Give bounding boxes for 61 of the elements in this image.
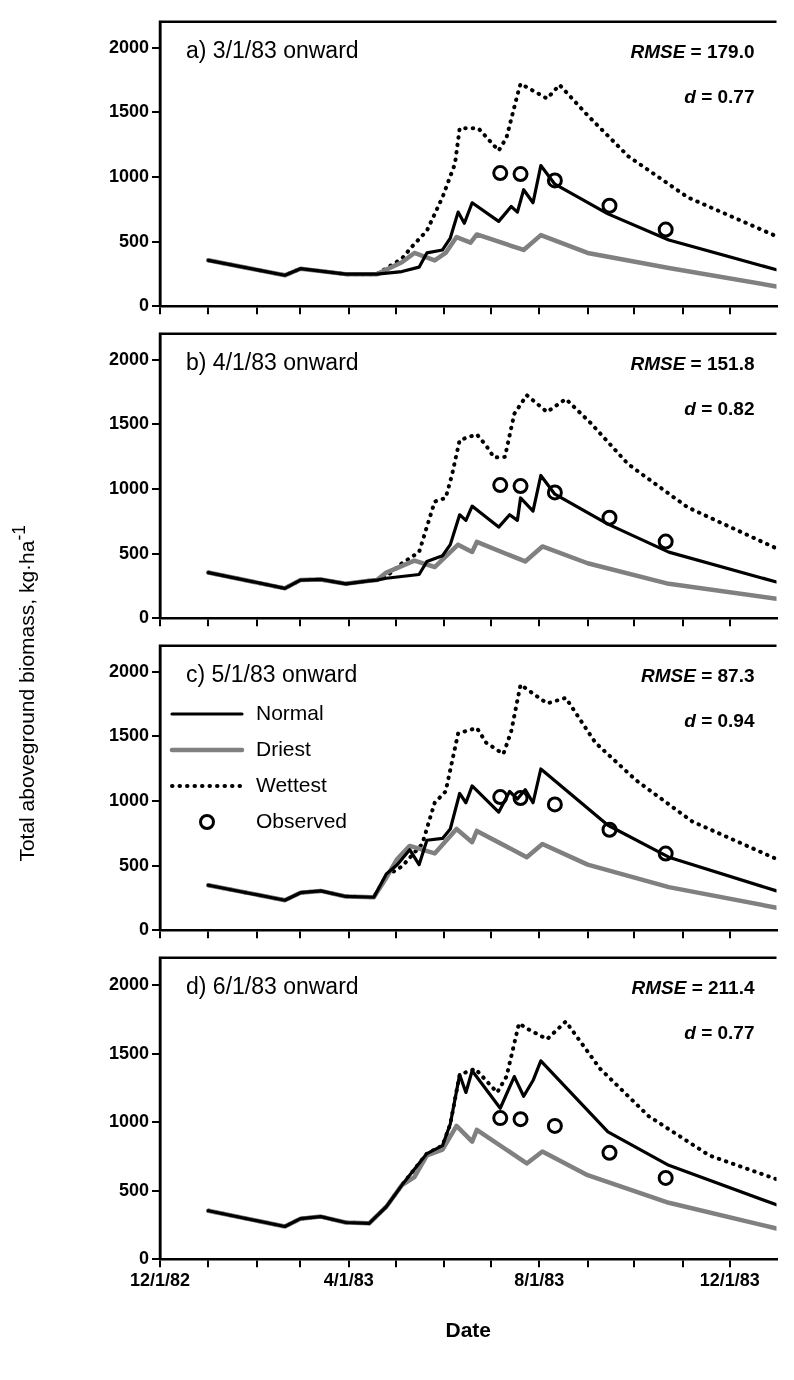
text: a) 3/1/83 onward	[186, 36, 359, 63]
point	[512, 790, 529, 807]
point	[512, 166, 529, 183]
annotation: d = 0.82	[684, 397, 755, 419]
y-tick-label: 1000	[108, 165, 149, 186]
legend-label: Normal	[256, 700, 324, 724]
point	[546, 1117, 563, 1134]
point	[601, 821, 618, 838]
text: b) 4/1/83 onward	[186, 348, 359, 375]
y-tick-label: 500	[118, 230, 149, 251]
text: d) 6/1/83 onward	[186, 972, 359, 999]
y-tick-label: 2000	[108, 660, 149, 681]
y-tick-label: 0	[138, 295, 149, 316]
annotation: d = 0.77	[684, 85, 755, 107]
y-tick-label: 500	[118, 1179, 149, 1200]
y-tick-label: 1500	[108, 725, 149, 746]
x-tick-label: 12/1/83	[699, 1269, 760, 1290]
point	[546, 172, 563, 189]
y-tick-label: 2000	[108, 36, 149, 57]
annotation: d = 0.77	[684, 1021, 755, 1043]
point	[657, 221, 674, 238]
text: c) 5/1/83 onward	[186, 660, 358, 687]
y-tick-label: 2000	[108, 348, 149, 369]
y-tick-label: 1500	[108, 101, 149, 122]
x-axis-title: Date	[445, 1318, 492, 1342]
y-tick-label: 1000	[108, 789, 149, 810]
x-tick-label: 4/1/83	[323, 1269, 374, 1290]
point	[601, 1144, 618, 1161]
point	[657, 845, 674, 862]
y-tick-label: 2000	[108, 974, 149, 995]
point	[492, 1110, 509, 1127]
legend-label: Driest	[256, 736, 311, 760]
point	[546, 796, 563, 813]
point	[657, 533, 674, 550]
point	[657, 1169, 674, 1186]
legend-label: Observed	[256, 808, 348, 832]
point	[546, 484, 563, 501]
y-tick-label: 1000	[108, 477, 149, 498]
y-tick-label: 0	[138, 1248, 149, 1269]
annotation: RMSE = 179.0	[630, 40, 755, 62]
y-tick-label: 500	[118, 542, 149, 563]
point	[601, 197, 618, 214]
annotation: RMSE = 87.3	[640, 664, 755, 686]
x-tick-label: 8/1/83	[514, 1269, 565, 1290]
y-tick-label: 1500	[108, 413, 149, 434]
point	[601, 509, 618, 526]
y-tick-label: 1500	[108, 1042, 149, 1063]
point	[512, 478, 529, 495]
point	[492, 165, 509, 182]
annotation: RMSE = 211.4	[631, 976, 755, 998]
y-tick-label: 500	[118, 854, 149, 875]
y-tick-label: 0	[138, 919, 149, 940]
annotation: d = 0.94	[684, 709, 755, 731]
point	[512, 1111, 529, 1128]
y-tick-label: 0	[138, 607, 149, 628]
point	[492, 789, 509, 806]
x-tick-label: 12/1/82	[129, 1269, 191, 1290]
annotation: RMSE = 151.8	[630, 352, 755, 374]
y-tick-label: 1000	[108, 1111, 149, 1132]
point	[492, 477, 509, 494]
legend-label: Wettest	[256, 772, 327, 796]
